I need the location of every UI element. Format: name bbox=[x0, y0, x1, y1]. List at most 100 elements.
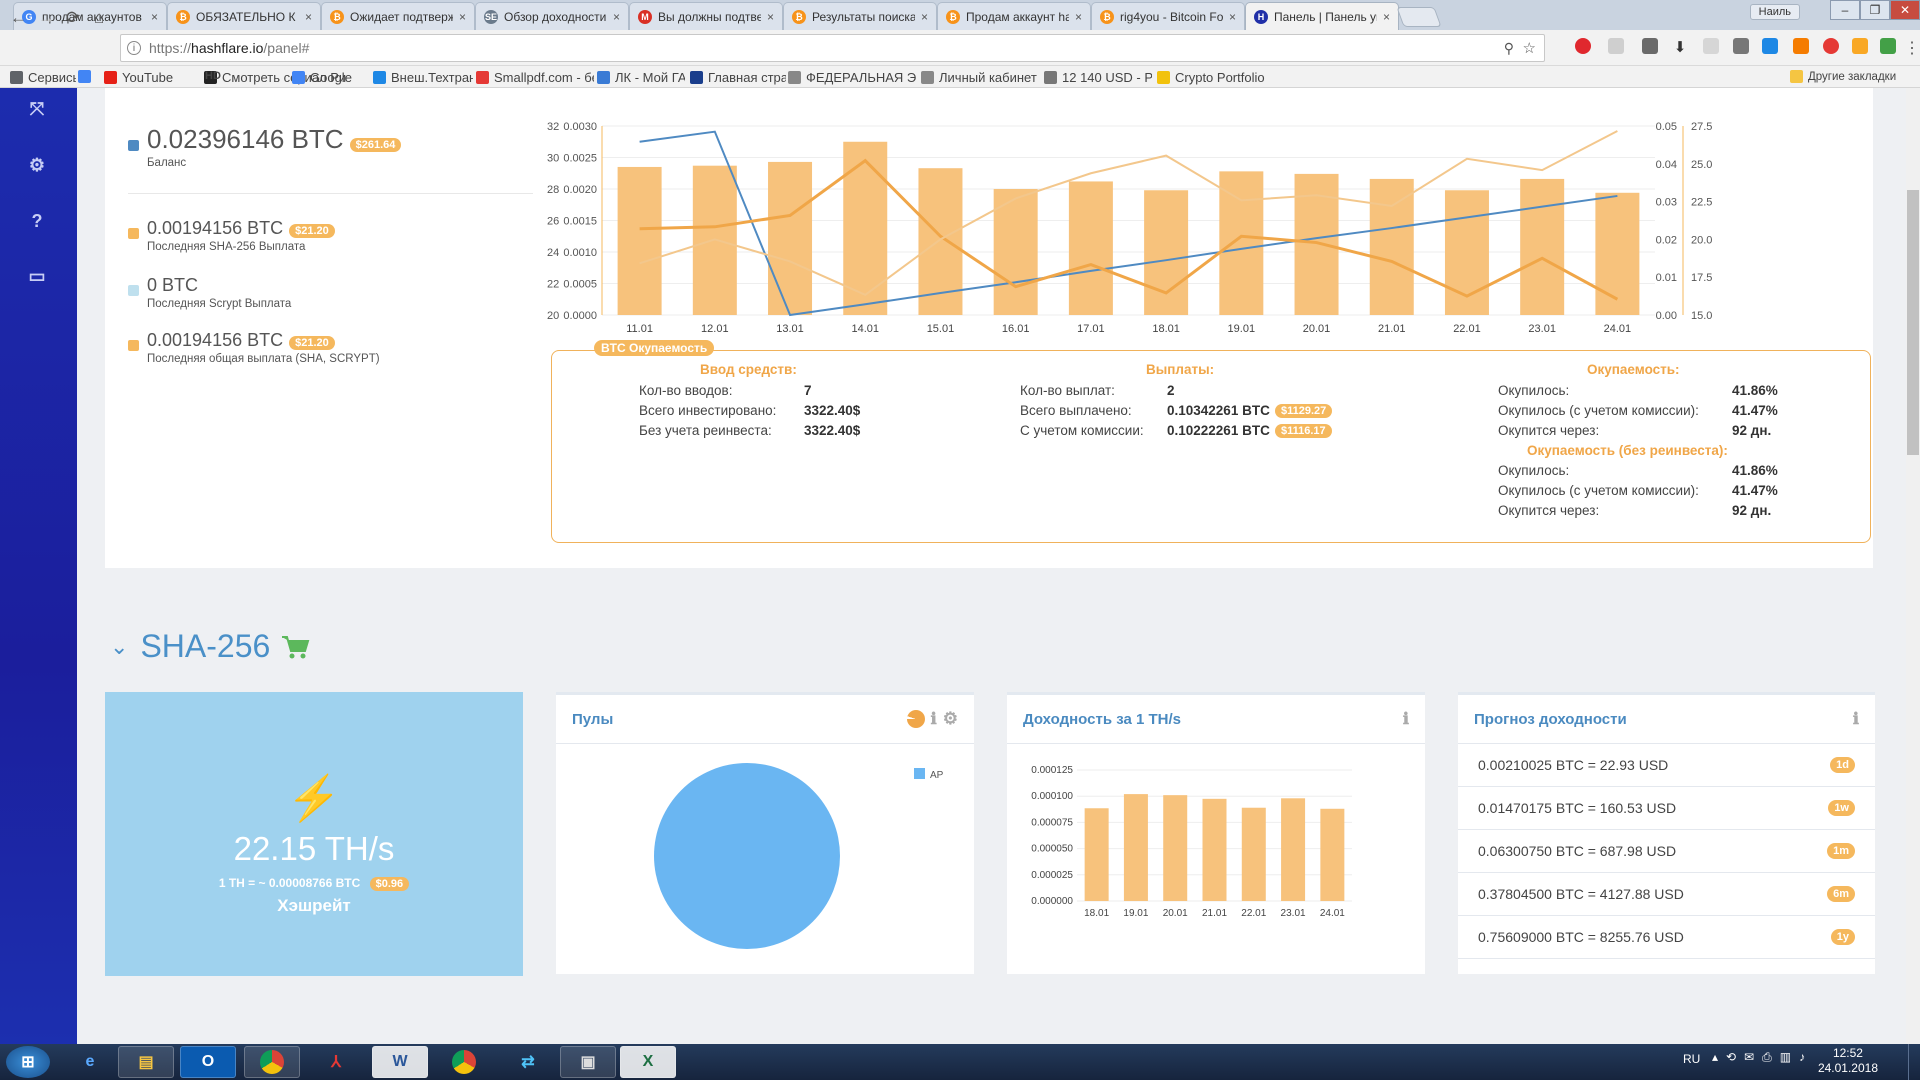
network-icon[interactable]: ▥ bbox=[1779, 1050, 1792, 1064]
chevron-down-icon[interactable]: ⌄ bbox=[110, 633, 129, 659]
info-icon[interactable]: ℹ bbox=[930, 711, 937, 728]
bookmark-item[interactable]: Смотреть сериал Ри bbox=[204, 70, 349, 85]
excel-icon[interactable]: X bbox=[620, 1046, 676, 1078]
profile-badge[interactable]: Наиль bbox=[1749, 4, 1800, 20]
tray-icons[interactable]: ▴ ⟲ ✉ ⎙ ▥ ♪ bbox=[1712, 1050, 1805, 1065]
bookmark-item[interactable]: ЛК - Мой ГАЗ bbox=[597, 70, 685, 85]
extension-icon[interactable] bbox=[1762, 38, 1778, 54]
browser-tab[interactable]: ₿ Результаты поиска - Bi × bbox=[783, 2, 937, 30]
extension-icon[interactable] bbox=[1642, 38, 1658, 54]
bar bbox=[1281, 798, 1306, 901]
period-badge: 1w bbox=[1828, 800, 1855, 816]
new-tab-button[interactable] bbox=[1396, 7, 1442, 27]
card-title: Доходность за 1 TH/s bbox=[1023, 710, 1181, 728]
outlook-tray-icon[interactable]: ✉ bbox=[1744, 1050, 1755, 1064]
bookmark-item[interactable]: Главная страница bbox=[690, 70, 786, 85]
chrome-icon[interactable] bbox=[436, 1046, 492, 1078]
close-tab-icon[interactable]: × bbox=[1074, 9, 1082, 24]
scrollbar-thumb[interactable] bbox=[1907, 190, 1919, 455]
browser-tab[interactable]: ₿ Продам аккаунт hashfl × bbox=[937, 2, 1091, 30]
pie-chart-icon[interactable] bbox=[906, 710, 925, 728]
explorer-icon[interactable]: ▤ bbox=[118, 1046, 174, 1078]
extension-icon[interactable] bbox=[1852, 38, 1868, 54]
language-indicator[interactable]: RU bbox=[1683, 1052, 1701, 1066]
bookmark-item[interactable]: Внеш.Техтрансфер bbox=[373, 70, 473, 85]
settings-icon[interactable]: ⚙ bbox=[28, 154, 46, 175]
browser-tab[interactable]: ₿ ОБЯЗАТЕЛЬНО К ПРОЧ × bbox=[167, 2, 321, 30]
sync-icon[interactable]: ⟲ bbox=[1726, 1050, 1737, 1064]
maximize-button[interactable]: ❐ bbox=[1860, 0, 1890, 20]
chevron-up-icon[interactable]: ▴ bbox=[1712, 1050, 1719, 1064]
extension-icon[interactable] bbox=[1608, 38, 1624, 54]
bookmark-star-icon[interactable]: ☆ bbox=[1522, 40, 1536, 57]
other-bookmarks[interactable]: Другие закладки bbox=[1790, 70, 1896, 83]
bookmark-item[interactable]: YouTube bbox=[104, 70, 202, 85]
help-icon[interactable]: ? bbox=[31, 210, 43, 231]
extension-icon[interactable] bbox=[1733, 38, 1749, 54]
fullscreen-icon[interactable]: ⤧ bbox=[29, 98, 45, 119]
browser-tab[interactable]: ₿ rig4you - Bitcoin Forum × bbox=[1091, 2, 1245, 30]
close-tab-icon[interactable]: × bbox=[458, 9, 466, 24]
close-tab-icon[interactable]: × bbox=[304, 9, 312, 24]
bookmark-item[interactable]: ФЕДЕРАЛЬНАЯ ЭЛЕН bbox=[788, 70, 916, 85]
extension-icon[interactable] bbox=[1823, 38, 1839, 54]
credit-card-icon[interactable]: ▭ bbox=[28, 265, 46, 286]
show-desktop-button[interactable] bbox=[1908, 1044, 1920, 1080]
bookmark-hd-badge[interactable]: HD bbox=[205, 70, 221, 82]
info-icon[interactable]: i bbox=[127, 41, 141, 55]
info-icon[interactable]: ℹ bbox=[1852, 711, 1859, 728]
printer-icon[interactable]: ⎙ bbox=[1762, 1050, 1772, 1064]
close-window-button[interactable]: ✕ bbox=[1890, 0, 1920, 20]
home-icon[interactable]: ⌂ bbox=[94, 8, 105, 27]
chrome-icon[interactable] bbox=[244, 1046, 300, 1078]
word-icon[interactable]: W bbox=[372, 1046, 428, 1078]
remote-desktop-icon[interactable]: ▣ bbox=[560, 1046, 616, 1078]
bookmark-item[interactable]: Google bbox=[292, 70, 372, 85]
forward-icon[interactable]: → bbox=[38, 8, 55, 27]
balance-amount-line: 0.00194156 BTC $21.20 bbox=[147, 330, 380, 351]
teamviewer-icon[interactable]: ⇄ bbox=[521, 1054, 535, 1071]
extension-icon[interactable] bbox=[1880, 38, 1896, 54]
minimize-button[interactable]: – bbox=[1830, 0, 1860, 20]
ie-icon[interactable]: e bbox=[85, 1053, 95, 1070]
close-tab-icon[interactable]: × bbox=[920, 9, 928, 24]
close-tab-icon[interactable]: × bbox=[1228, 9, 1236, 24]
cart-icon[interactable] bbox=[280, 634, 310, 660]
acrobat-icon[interactable]: ⅄ bbox=[331, 1054, 341, 1071]
bookmark-item[interactable]: Smallpdf.com - бесп bbox=[476, 70, 594, 85]
opera-icon[interactable] bbox=[1575, 38, 1591, 54]
outlook-icon[interactable]: O bbox=[180, 1046, 236, 1078]
browser-tab[interactable]: H Панель | Панель управ × bbox=[1245, 2, 1399, 30]
section-heading[interactable]: ⌄ SHA-256 bbox=[110, 628, 310, 665]
info-icon[interactable]: ℹ bbox=[1402, 711, 1409, 728]
close-tab-icon[interactable]: × bbox=[1382, 9, 1390, 24]
bookmark-item[interactable]: 12 140 USD - Preev bbox=[1044, 70, 1152, 85]
close-tab-icon[interactable]: × bbox=[766, 9, 774, 24]
address-bar[interactable]: i https:// hashflare.io /panel# ⚲ ☆ bbox=[120, 34, 1545, 62]
menu-icon[interactable]: ⋮ bbox=[1904, 40, 1920, 57]
bookmark-item[interactable] bbox=[78, 70, 100, 83]
bookmark-item[interactable]: Crypto Portfolio Trac bbox=[1157, 70, 1267, 85]
zoom-icon[interactable]: ⚲ bbox=[1503, 39, 1514, 56]
reload-icon[interactable]: ⟳ bbox=[66, 8, 81, 27]
extension-icon[interactable] bbox=[1703, 38, 1719, 54]
start-button[interactable]: ⊞ bbox=[6, 1046, 50, 1078]
roi-label: С учетом комиссии: bbox=[1020, 423, 1144, 438]
browser-tab[interactable]: SE Обзор доходности Has × bbox=[475, 2, 629, 30]
back-icon[interactable]: ← bbox=[10, 8, 27, 27]
section-title: SHA-256 bbox=[140, 628, 271, 664]
balance-row: 0 BTC Последняя Scrypt Выплата bbox=[128, 275, 291, 310]
close-tab-icon[interactable]: × bbox=[612, 9, 620, 24]
browser-tab[interactable]: ₿ Ожидает подтвержден × bbox=[321, 2, 475, 30]
browser-tab[interactable]: M Вы должны подтверди × bbox=[629, 2, 783, 30]
bookmark-item[interactable]: Личный кабинет по bbox=[921, 70, 1039, 85]
close-tab-icon[interactable]: × bbox=[150, 9, 158, 24]
gear-icon[interactable]: ⚙ bbox=[942, 709, 958, 728]
clock[interactable]: 12:52 24.01.2018 bbox=[1818, 1046, 1878, 1076]
volume-icon[interactable]: ♪ bbox=[1799, 1050, 1806, 1064]
bar bbox=[1241, 807, 1266, 901]
extension-icon[interactable] bbox=[1793, 38, 1809, 54]
bookmark-item[interactable]: Сервисы bbox=[10, 70, 76, 85]
download-icon[interactable]: ⬇ bbox=[1673, 39, 1687, 56]
